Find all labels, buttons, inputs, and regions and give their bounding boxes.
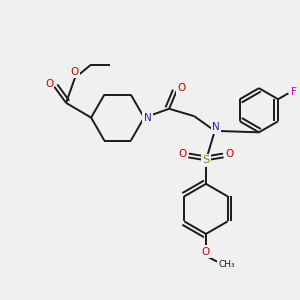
Text: F: F	[291, 87, 297, 97]
Text: N: N	[212, 122, 220, 132]
Text: O: O	[178, 149, 187, 159]
Text: O: O	[225, 149, 234, 159]
Text: O: O	[45, 79, 53, 89]
Text: S: S	[202, 155, 209, 165]
Text: CH₃: CH₃	[219, 260, 236, 269]
Text: O: O	[71, 67, 79, 77]
Text: O: O	[202, 247, 210, 256]
Text: O: O	[178, 83, 186, 93]
Text: N: N	[144, 112, 152, 123]
